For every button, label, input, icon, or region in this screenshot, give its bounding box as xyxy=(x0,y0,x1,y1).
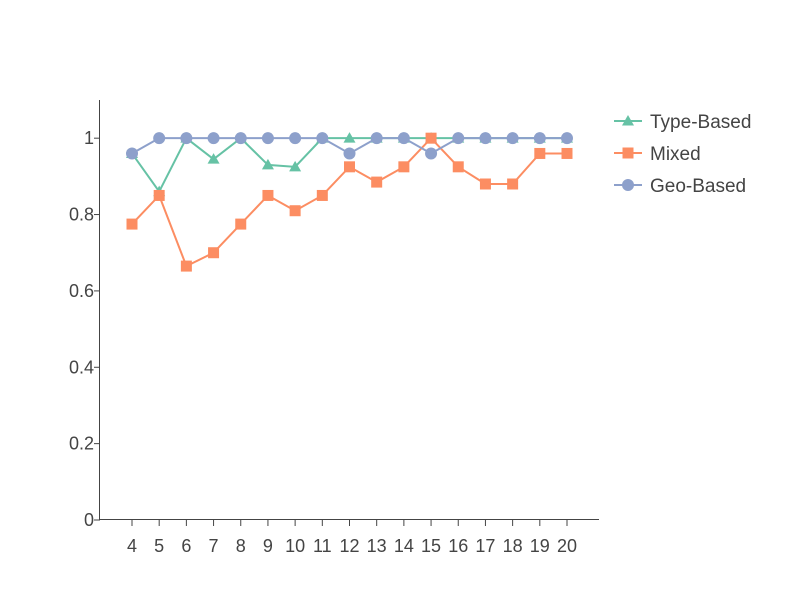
mixed-point xyxy=(507,178,519,190)
x-tick-label: 15 xyxy=(421,536,441,556)
x-tick-label: 6 xyxy=(181,536,191,556)
x-tick-label: 5 xyxy=(154,536,164,556)
geo-based-point xyxy=(261,132,274,145)
y-axis-ticks: 0 0.2 0.4 0.6 0.8 1 xyxy=(69,128,100,530)
geo-based-point xyxy=(506,132,519,145)
legend-label: Mixed xyxy=(650,144,701,165)
geo-based-point xyxy=(561,132,573,145)
type-based-point xyxy=(289,160,302,172)
x-tick-label: 7 xyxy=(209,536,219,556)
y-tick-label: 0.2 xyxy=(69,434,94,454)
mixed-point xyxy=(235,218,247,230)
legend-swatch-marker xyxy=(622,147,634,159)
series-geo-based xyxy=(126,132,573,160)
legend-label: Type-Based xyxy=(650,112,751,133)
mixed-point xyxy=(344,161,355,173)
y-tick-label: 0.8 xyxy=(69,205,94,225)
mixed-point xyxy=(153,189,165,201)
axes xyxy=(99,100,599,520)
mixed-point xyxy=(180,260,192,272)
x-tick-label: 19 xyxy=(530,536,550,556)
type-based-point xyxy=(261,158,274,170)
geo-based-point xyxy=(479,132,492,145)
mixed-point xyxy=(316,189,328,201)
mixed-point xyxy=(126,218,138,230)
y-tick-label: 1 xyxy=(84,128,94,148)
type-based-point xyxy=(343,132,356,143)
y-tick-label: 0.6 xyxy=(69,281,94,301)
y-tick-label: 0 xyxy=(84,510,94,530)
mixed-point xyxy=(534,147,546,159)
x-tick-label: 13 xyxy=(367,536,387,556)
mixed-point xyxy=(561,147,573,159)
geo-based-point xyxy=(343,147,356,160)
geo-based-point xyxy=(234,132,247,145)
geo-based-point xyxy=(425,147,438,160)
mixed-point xyxy=(371,176,383,188)
geo-based-point xyxy=(533,132,546,145)
legend-label: Geo-Based xyxy=(650,176,746,197)
x-tick-label: 11 xyxy=(313,536,332,556)
type-based-point xyxy=(207,153,220,164)
geo-based-point xyxy=(207,132,220,145)
geo-based-point xyxy=(289,132,302,145)
x-tick-label: 17 xyxy=(475,536,495,556)
x-tick-label: 8 xyxy=(236,536,246,556)
geo-based-point xyxy=(452,132,465,145)
x-tick-label: 4 xyxy=(127,536,137,556)
geo-based-point xyxy=(316,132,329,145)
mixed-point xyxy=(262,189,274,201)
x-tick-label: 20 xyxy=(557,536,577,556)
legend-swatch-marker xyxy=(622,179,634,191)
mixed-point xyxy=(479,178,491,190)
mixed-point xyxy=(425,132,437,144)
mixed-point xyxy=(289,205,301,217)
geo-based-point xyxy=(180,132,193,145)
x-tick-label: 14 xyxy=(394,536,414,556)
x-tick-label: 9 xyxy=(263,536,273,556)
mixed-point xyxy=(452,161,464,173)
geo-based-point xyxy=(153,132,166,145)
x-axis-ticks: 4 5 6 7 8 9 10 11 12 13 14 15 16 17 18 19 20 xyxy=(127,520,577,556)
x-tick-label: 16 xyxy=(448,536,468,556)
series-layer xyxy=(126,132,573,272)
legend-item-type-based: Type-Based xyxy=(614,112,751,133)
legend-item-mixed: Mixed xyxy=(614,144,701,165)
x-tick-label: 12 xyxy=(339,536,359,556)
x-tick-label: 10 xyxy=(285,536,305,556)
legend-swatch-marker xyxy=(622,115,634,126)
mixed-point xyxy=(208,247,220,259)
geo-based-point xyxy=(370,132,383,145)
y-tick-label: 0.4 xyxy=(69,357,94,377)
legend-item-geo-based: Geo-Based xyxy=(614,176,746,197)
mixed-point xyxy=(398,161,410,173)
x-tick-label: 18 xyxy=(503,536,523,556)
series-mixed xyxy=(126,132,573,272)
geo-based-point xyxy=(397,132,410,145)
geo-based-point xyxy=(126,147,138,160)
legend: Type-Based Mixed Geo-Based xyxy=(614,112,751,197)
